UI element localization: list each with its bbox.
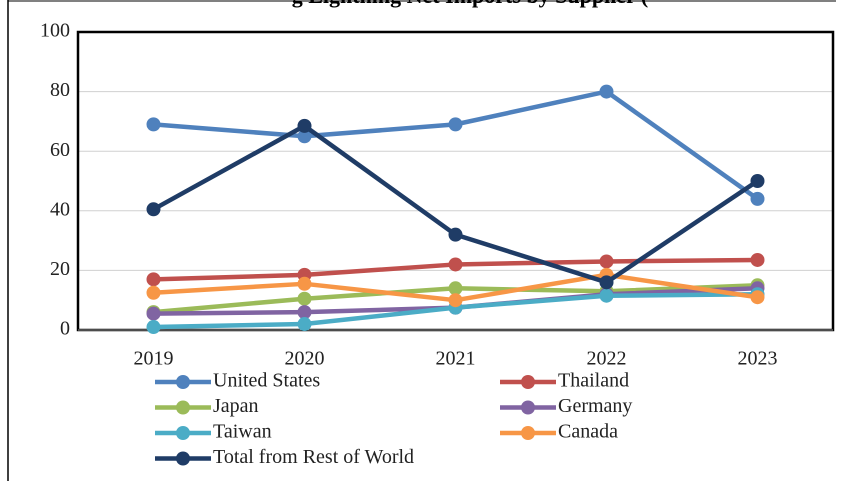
series-marker	[750, 191, 765, 206]
series-marker	[599, 288, 614, 303]
series-marker	[146, 320, 161, 335]
series-marker	[146, 117, 161, 132]
legend-marker	[521, 400, 535, 415]
legend-label: Taiwan	[213, 421, 272, 443]
y-tick-label: 100	[40, 20, 70, 42]
y-tick-label: 20	[50, 258, 70, 280]
series-marker	[297, 276, 312, 291]
legend-label: Total from Rest of World	[213, 446, 414, 468]
legend-marker	[176, 400, 190, 415]
series-marker	[599, 254, 614, 269]
x-tick-label: 2021	[436, 348, 476, 370]
series-marker	[297, 305, 312, 320]
y-tick-label: 0	[60, 318, 70, 340]
legend-marker	[521, 426, 535, 440]
x-tick-label: 2022	[587, 348, 627, 370]
legend-label: Japan	[213, 395, 259, 417]
series-marker	[448, 117, 463, 132]
series-marker	[448, 293, 463, 308]
legend-label: Canada	[558, 421, 618, 443]
series-marker	[297, 129, 312, 144]
series-marker	[297, 118, 312, 133]
series-marker	[750, 252, 765, 267]
series-marker	[750, 174, 765, 188]
legend-marker	[176, 426, 190, 440]
series-marker	[297, 317, 312, 332]
series-marker	[146, 272, 161, 287]
x-tick-label: 2019	[134, 348, 174, 370]
series-marker	[750, 290, 765, 305]
series-marker	[297, 291, 312, 306]
y-tick-label: 80	[50, 79, 70, 101]
series-marker	[146, 202, 161, 217]
legend-label: Germany	[558, 395, 632, 417]
series-line	[153, 89, 759, 201]
series-marker	[448, 257, 463, 272]
legend-marker	[176, 375, 190, 389]
series-marker	[146, 285, 161, 300]
series-marker	[448, 227, 463, 242]
x-tick-label: 2020	[285, 348, 325, 370]
legend-marker	[176, 451, 190, 466]
x-tick-label: 2023	[738, 348, 778, 370]
legend-label: Thailand	[558, 370, 629, 392]
y-tick-label: 60	[50, 139, 70, 161]
series-marker	[599, 84, 614, 99]
chart-title: g Lightning Net Imports by Supplier (	[292, 0, 649, 8]
series-marker	[146, 306, 161, 321]
legend-label: United States	[213, 370, 320, 392]
series-marker	[448, 281, 463, 296]
y-tick-label: 40	[50, 198, 70, 220]
legend-marker	[521, 375, 535, 389]
series-marker	[599, 275, 614, 290]
